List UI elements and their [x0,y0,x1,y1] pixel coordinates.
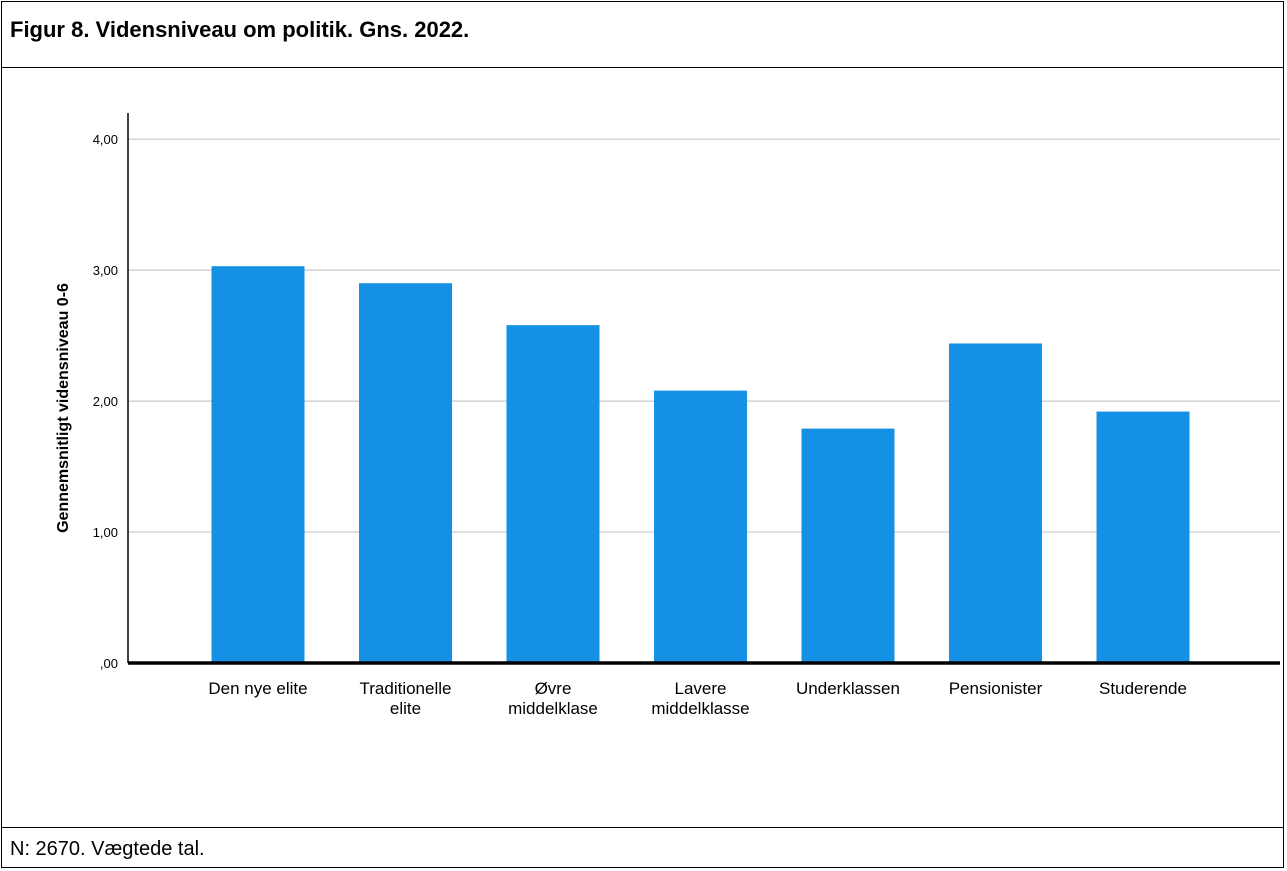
y-axis-title: Gennemsnitligt vidensniveau 0-6 [55,283,72,533]
bar [801,428,895,663]
y-tick-label: 1,00 [93,525,118,540]
x-tick-label: Pensionister [949,679,1043,698]
x-tick-label: Lavere middelklasse [651,679,749,718]
x-tick-label: Traditionelle elite [360,679,452,718]
bar [654,390,747,663]
y-tick-label: 3,00 [93,263,118,278]
note-row: N: 2670. Vægtede tal. [2,827,1283,869]
figure-title: Figur 8. Vidensniveau om politik. Gns. 2… [10,17,470,42]
grid-lines [128,138,1280,533]
bar [359,283,452,663]
y-tick-label: 4,00 [93,132,118,147]
axes [127,113,1280,665]
bars [211,266,1190,663]
bar [506,325,600,663]
x-tick-label: Underklassen [796,679,900,698]
axis-labels: ,00 1,00 2,00 3,00 4,00 Den nye elite Traditio… [93,132,1187,718]
x-tick-label: Øvre middelklase [508,679,598,718]
figure-note: N: 2670. Vægtede tal. [10,838,205,860]
y-tick-label: 2,00 [93,394,118,409]
title-row: Figur 8. Vidensniveau om politik. Gns. 2… [2,2,1283,68]
bar [1096,411,1190,663]
x-tick-label: Studerende [1099,679,1187,698]
bar [211,266,305,663]
y-tick-label: ,00 [100,656,118,671]
x-tick-label: Den nye elite [208,679,307,698]
bar [949,343,1042,663]
